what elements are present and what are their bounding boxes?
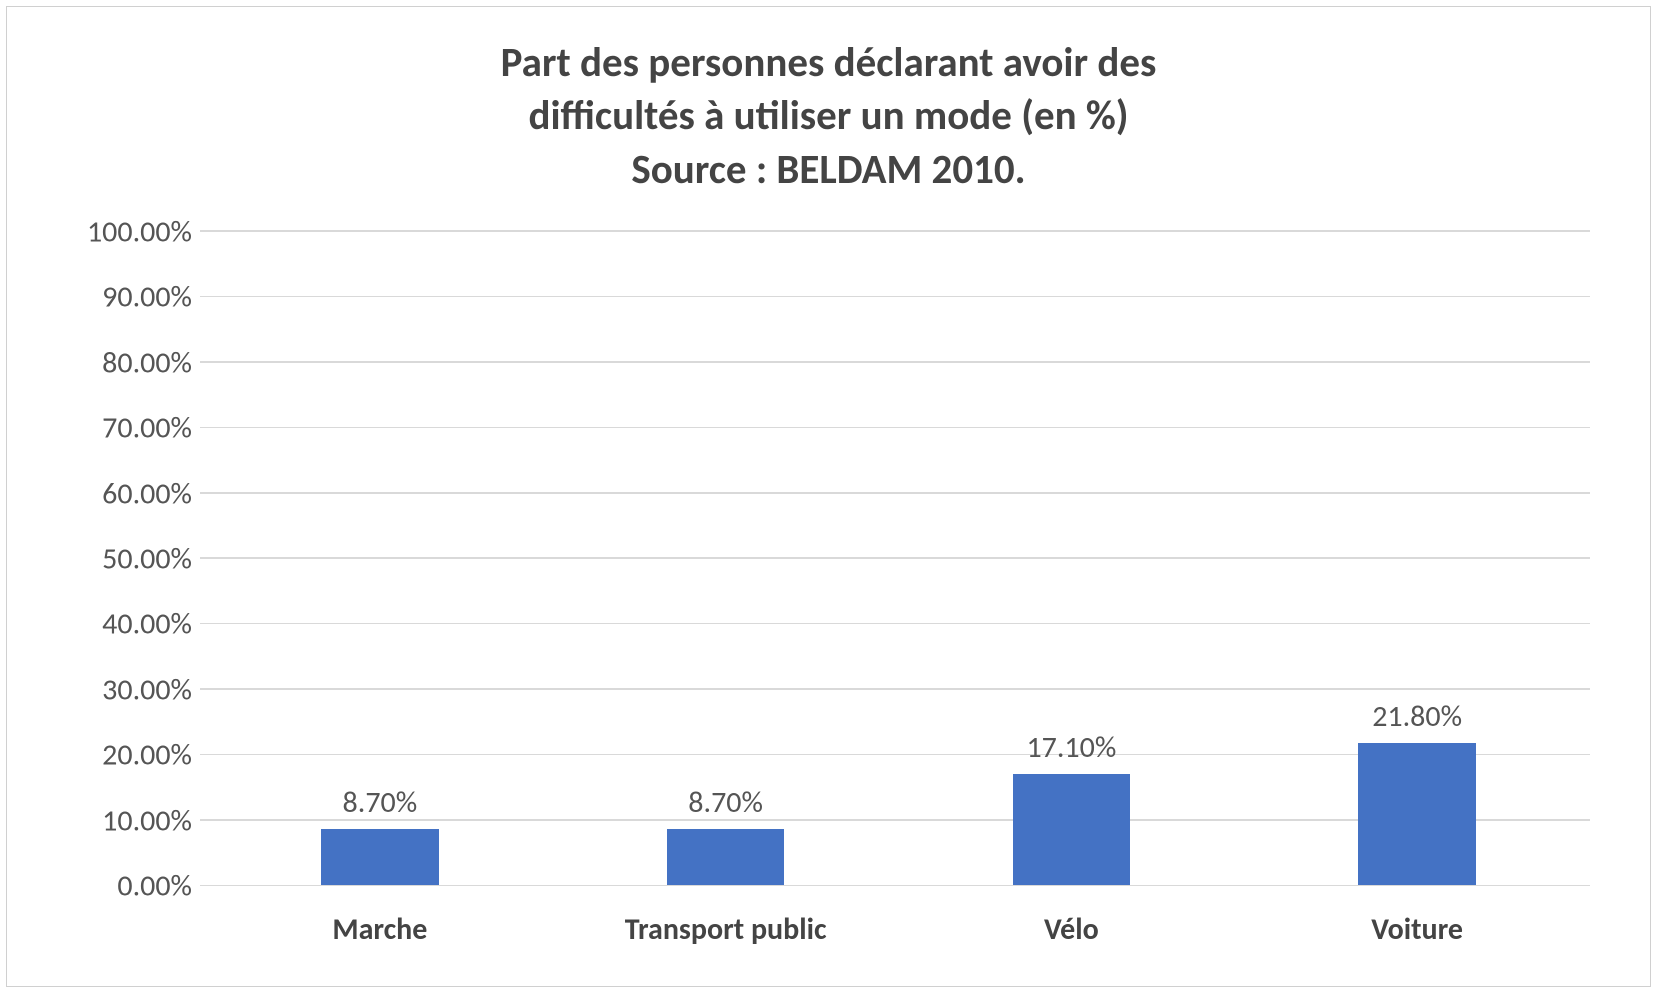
y-tick-label: 80.00%: [102, 344, 192, 381]
chart-container: Part des personnes déclarant avoir des d…: [6, 6, 1651, 987]
y-axis: 0.00% 10.00% 20.00% 30.00% 40.00% 50.00% 60.00…: [37, 232, 207, 966]
bar: 8.70%: [667, 829, 785, 886]
bar-group: 17.10%: [899, 232, 1245, 886]
plot-region: 8.70% 8.70% 17.10% 21.80% MarcheTransport p…: [207, 232, 1590, 966]
y-tick-label: 90.00%: [102, 279, 192, 316]
y-tick-mark: [200, 492, 207, 494]
y-tick-mark: [200, 754, 207, 756]
y-tick-label: 70.00%: [102, 410, 192, 447]
bar: 8.70%: [321, 829, 439, 886]
x-category-label: Transport public: [553, 896, 899, 966]
bar-group: 8.70%: [553, 232, 899, 886]
y-tick-mark: [200, 361, 207, 363]
x-category-label: Marche: [207, 896, 553, 966]
y-tick-mark: [200, 688, 207, 690]
y-tick-label: 10.00%: [102, 802, 192, 839]
bars-area: 8.70% 8.70% 17.10% 21.80%: [207, 232, 1590, 886]
bar-value-label: 17.10%: [1026, 729, 1116, 766]
plot-area: 0.00% 10.00% 20.00% 30.00% 40.00% 50.00% 60.00…: [37, 232, 1620, 966]
y-tick-mark: [200, 427, 207, 429]
y-tick-label: 40.00%: [102, 606, 192, 643]
y-tick-mark: [200, 623, 207, 625]
x-category-label: Voiture: [1244, 896, 1590, 966]
title-line-1: Part des personnes déclarant avoir des: [501, 38, 1157, 88]
y-tick-label: 50.00%: [102, 540, 192, 577]
y-tick-label: 0.00%: [117, 868, 192, 905]
title-line-3: Source : BELDAM 2010.: [631, 145, 1025, 195]
bar-value-label: 8.70%: [343, 784, 418, 821]
bar: 17.10%: [1013, 774, 1131, 886]
bar-group: 8.70%: [207, 232, 553, 886]
bar-value-label: 8.70%: [688, 784, 763, 821]
bar-value-label: 21.80%: [1372, 698, 1462, 735]
y-tick-label: 60.00%: [102, 475, 192, 512]
y-tick-label: 30.00%: [102, 671, 192, 708]
x-category-label: Vélo: [899, 896, 1245, 966]
y-tick-label: 100.00%: [87, 213, 192, 250]
y-tick-mark: [200, 819, 207, 821]
x-axis-line: [207, 885, 1590, 887]
chart-title: Part des personnes déclarant avoir des d…: [37, 37, 1620, 197]
y-tick-mark: [200, 296, 207, 298]
y-tick-mark: [200, 230, 207, 232]
y-tick-mark: [200, 885, 207, 887]
y-tick-mark: [200, 557, 207, 559]
bar: 21.80%: [1358, 743, 1476, 886]
x-labels: MarcheTransport publicVéloVoiture: [207, 896, 1590, 966]
title-line-2: difficultés à utiliser un mode (en %): [528, 91, 1128, 141]
y-tick-label: 20.00%: [102, 737, 192, 774]
bar-group: 21.80%: [1244, 232, 1590, 886]
